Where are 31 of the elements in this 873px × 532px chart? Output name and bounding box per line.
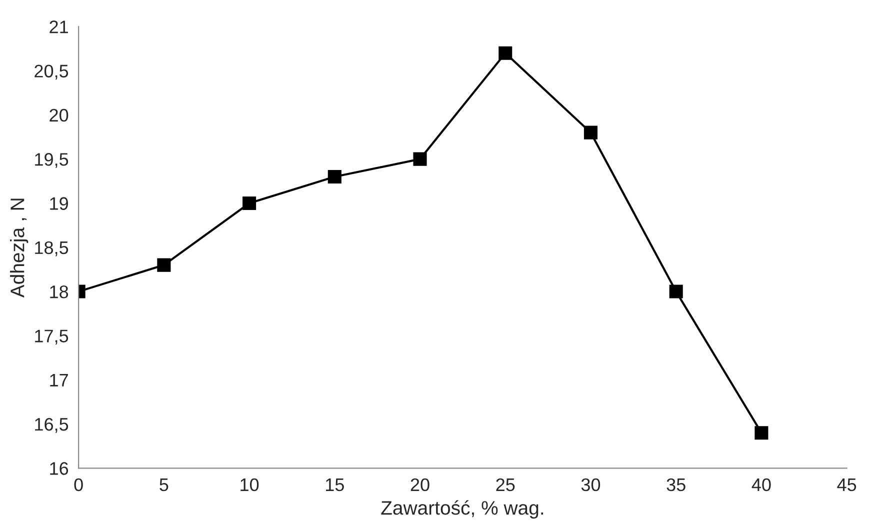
y-tick-label: 16,5 (35, 418, 68, 433)
point (498, 46, 512, 60)
y-tick-label: 20 (50, 108, 68, 122)
y-tick-label: 17 (50, 374, 68, 386)
x-tick-label: 45 (837, 478, 856, 492)
point (157, 258, 171, 272)
x-tick-label: 40 (752, 478, 771, 492)
point (754, 426, 768, 440)
x-tick-label: 10 (240, 478, 259, 492)
y-tick-label: 18 (50, 285, 68, 298)
point (242, 196, 256, 210)
x-tick-label: 20 (410, 478, 430, 492)
x-tick-label: 30 (581, 478, 600, 492)
point (584, 126, 598, 140)
point (413, 152, 427, 166)
y-axis-title: Adhezja , N (10, 198, 28, 298)
x-tick-label: 25 (496, 478, 515, 492)
y-tick-label: 18,5 (35, 241, 68, 256)
point (669, 284, 683, 298)
y-tick-label: 19,5 (35, 153, 68, 168)
x-tick-label: 15 (326, 478, 344, 492)
y-tick-label: 21 (50, 20, 68, 34)
point (328, 170, 342, 184)
y-tick-label: 20,5 (34, 64, 68, 80)
y-tick-label: 16 (50, 462, 68, 475)
x-axis-title: Zawartość, % wag. (381, 500, 544, 519)
y-tick-label: 19 (50, 197, 68, 210)
x-tick-label: 35 (666, 478, 686, 492)
x-tick-label: 0 (74, 478, 83, 492)
x-tick-label: 5 (160, 478, 168, 492)
y-tick-label: 17,5 (35, 330, 68, 345)
